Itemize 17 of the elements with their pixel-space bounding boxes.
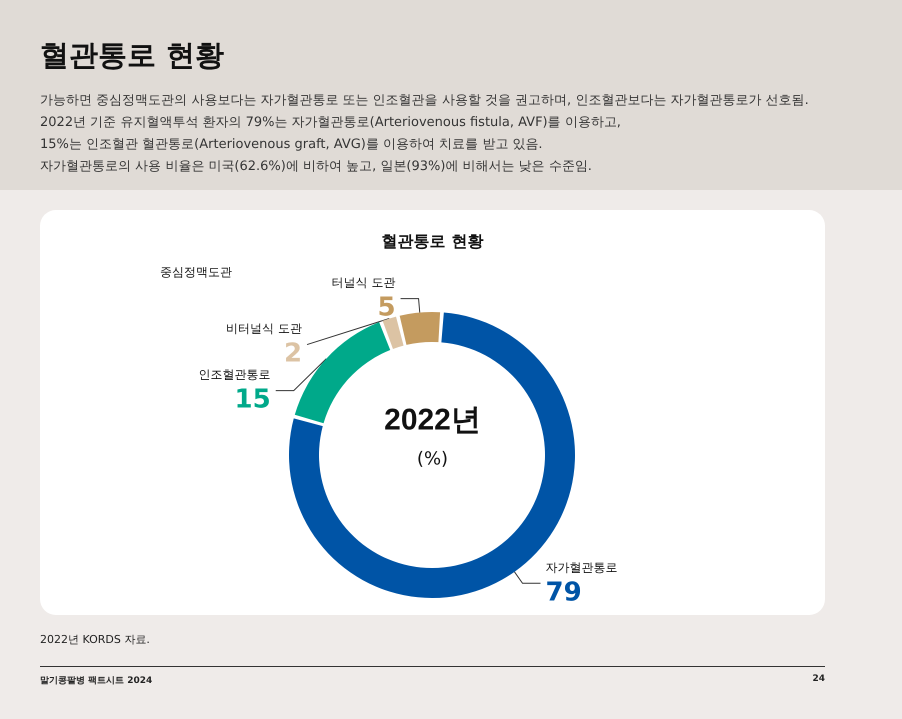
text: 24 — [811, 674, 825, 684]
data-label: 15 — [234, 384, 271, 415]
slice-label: 터널식 도관 — [332, 276, 396, 290]
text: 중심정맥도관 — [160, 265, 232, 279]
text: (%) — [416, 448, 448, 470]
chart-subtitle: 가능하면 중심정맥도관의 사용보다는 자가혈관통로 또는 인조혈관을 사용할 것을 권고하며, 인조혈관보다는 자가혈관통로가 선호됨. 2022년 기준 유지혈액투석 환자의 79%는 자가혈관통로(Arteriovenous fistula, AVF)를 이용하고, 15%는 인조혈관 혈관통로(Arteriovenous graft, AVG)를 이용하여 치료를 받고 있음. 자가혈관통로의 사용 비율은 미국(62.6%)에 비하여 높고, 일본(93%)에 비해서는 낮은 수준임. — [40, 92, 809, 176]
chart-title: 혈관통로 현황 — [382, 232, 484, 250]
slice-label: 인조혈관통로 — [198, 368, 271, 382]
data-label: 79 — [546, 577, 582, 608]
slice-label: 비터널식 도관 — [226, 322, 302, 336]
text: 말기콩팥병 팩트시트 2024 — [40, 675, 152, 687]
data-label: 2 — [284, 338, 302, 369]
slice-label: 자가혈관통로 — [546, 560, 618, 574]
text: 2022년 — [384, 404, 481, 436]
text: 2022년 KORDS 자료. — [40, 632, 150, 647]
data-label: 5 — [377, 292, 396, 323]
text: 혈관통로 현황 — [40, 37, 224, 74]
